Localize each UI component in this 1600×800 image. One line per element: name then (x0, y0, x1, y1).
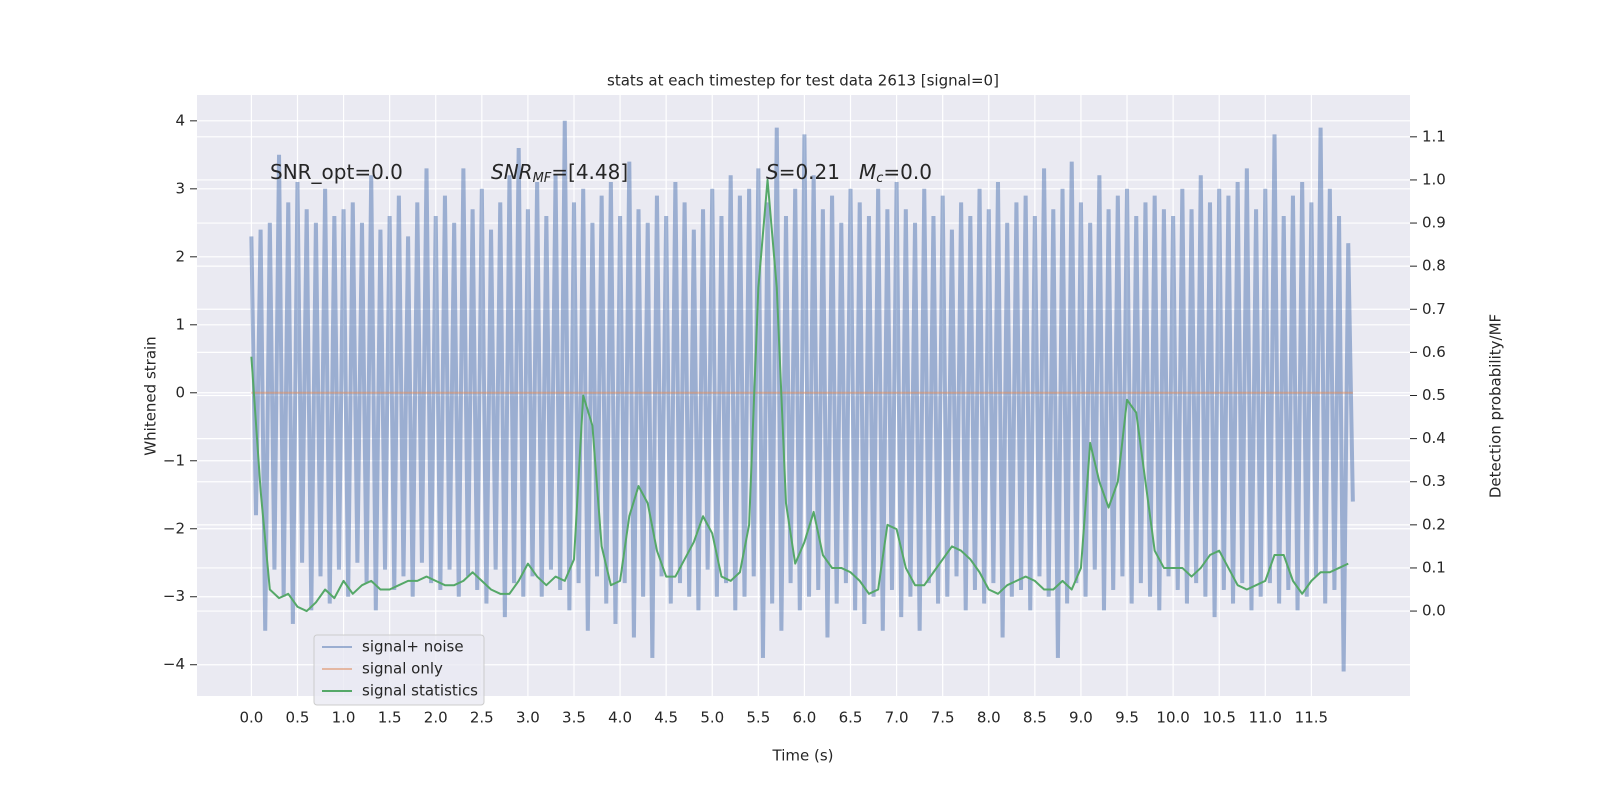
y2-tick-label: 0.9 (1422, 214, 1446, 232)
x-tick-label: 11.0 (1249, 709, 1282, 727)
y-tick-label: 0 (175, 383, 185, 401)
x-tick-label: 5.5 (746, 709, 770, 727)
x-tick-label: 4.5 (654, 709, 678, 727)
y2-tick-label: 0.3 (1422, 472, 1446, 490)
y2-tick-label: 0.4 (1422, 429, 1446, 447)
marks (249, 120, 1355, 672)
y-tick-label: −2 (163, 519, 185, 537)
x-tick-label: 7.5 (931, 709, 955, 727)
legend-label: signal only (362, 660, 443, 678)
x-tick-label: 9.5 (1115, 709, 1139, 727)
chart-title: stats at each timestep for test data 261… (607, 72, 999, 90)
x-tick-label: 8.5 (1023, 709, 1047, 727)
annotation-text: M (859, 160, 876, 184)
y2-tick-label: 1.1 (1422, 127, 1446, 145)
annotation: S=0.21 (766, 160, 840, 184)
y-tick-label: −4 (163, 655, 185, 673)
x-tick-label: 2.5 (470, 709, 494, 727)
x-tick-label: 10.5 (1202, 709, 1235, 727)
x-tick-label: 3.0 (516, 709, 540, 727)
annotation-text: SNR_opt=0.0 (270, 160, 403, 184)
x-tick-label: 6.5 (839, 709, 863, 727)
y2-tick-label: 0.8 (1422, 257, 1446, 275)
annotation: Mc=0.0 (859, 160, 932, 186)
y2-tick-label: 0.5 (1422, 386, 1446, 404)
x-tick-label: 9.0 (1069, 709, 1093, 727)
y2-tick-label: 0.2 (1422, 515, 1446, 533)
y2-tick-label: 0.1 (1422, 558, 1446, 576)
x-tick-label: 6.0 (792, 709, 816, 727)
x-tick-label: 10.0 (1156, 709, 1189, 727)
annotation-text: SNR (491, 160, 533, 184)
x-tick-label: 3.5 (562, 709, 586, 727)
annotation-tail: =[4.48] (551, 160, 628, 184)
y2-tick-label: 0.7 (1422, 300, 1446, 318)
y-tick-label: 1 (175, 315, 185, 333)
series-line (250, 178, 1349, 613)
x-tick-label: 11.5 (1295, 709, 1328, 727)
annotation: SNR_opt=0.0 (270, 160, 403, 184)
x-tick-label: 1.0 (332, 709, 356, 727)
x-tick-label: 2.0 (424, 709, 448, 727)
x-tick-label: 8.0 (977, 709, 1001, 727)
legend-label: signal+ noise (362, 638, 464, 656)
annotation-text: S (766, 160, 779, 184)
annotation-tail: =0.0 (883, 160, 932, 184)
y-tick-label: 4 (175, 111, 185, 129)
ticks: 0.0 0.5 1.0 1.5 2.0 2.5 3.0 3.5 4.0 4.5 5.0 5.5 6.0 6… (163, 111, 1446, 726)
annotation-sub: c (876, 171, 883, 186)
annotation: SNRMF=[4.48] (491, 160, 628, 186)
series-line (249, 120, 1355, 672)
y2-tick-label: 1.0 (1422, 170, 1446, 188)
x-tick-label: 1.5 (378, 709, 402, 727)
x-tick-label: 0.0 (239, 709, 263, 727)
y-tick-label: −3 (163, 587, 185, 605)
y2-axis-label: Detection probability/MF (1487, 314, 1505, 498)
legend-label: signal statistics (362, 682, 478, 700)
legend-box (313, 634, 485, 706)
x-tick-label: 4.0 (608, 709, 632, 727)
x-tick-label: 7.0 (885, 709, 909, 727)
y-tick-label: 2 (175, 247, 185, 265)
y2-tick-label: 0.0 (1422, 602, 1446, 620)
y-tick-label: 3 (175, 179, 185, 197)
y2-tick-label: 0.6 (1422, 343, 1446, 361)
y-tick-label: −1 (163, 451, 185, 469)
y-axis-label: Whitened strain (142, 336, 160, 455)
x-tick-label: 5.0 (700, 709, 724, 727)
x-tick-label: 0.5 (286, 709, 310, 727)
x-axis-label: Time (s) (772, 747, 834, 765)
annotation-sub: MF (533, 171, 552, 186)
annotation-tail: =0.21 (779, 160, 840, 184)
